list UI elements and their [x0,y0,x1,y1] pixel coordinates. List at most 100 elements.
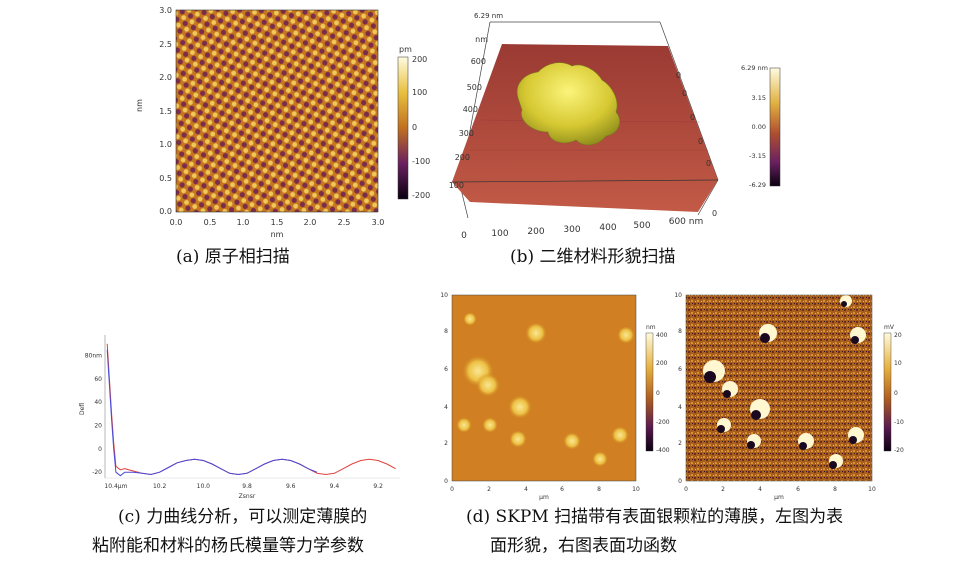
cb-tick: -3.15 [749,152,766,160]
xtick: 8 [833,486,837,493]
x-tick: 400 [599,223,616,233]
y-tick: nm [475,35,488,44]
xtick: 6 [796,486,800,493]
xtick: 0 [684,486,688,493]
xtick: 2 [487,486,491,493]
series-line-retract [106,349,318,477]
cb-tick: 10 [894,360,902,367]
d-right-cb-ticks: 20 10 0 -10 -20 [894,332,904,454]
c-xlabel: Zsnsr [239,493,256,500]
c-ytick: 0 [98,446,102,453]
c-ytick: -20 [92,469,102,476]
panel-b-x-ticks: 0 100 200 300 400 500 600 nm [461,217,703,241]
cb-tick: 0.00 [752,123,766,131]
ytick: 6 [444,366,448,373]
cb-tick: 6.29 nm [741,64,768,72]
cb-tick: -20 [894,447,904,454]
panel-d-left: 10 8 6 4 2 0 0 2 4 6 8 10 µm nm 400 200 … [440,292,670,501]
xtick: 3.0 [372,218,385,227]
d-right-cb-unit: mV [884,324,895,331]
d-left-cb-ticks: 400 200 0 -200 -400 [656,332,670,454]
c-xtick: 9.4 [330,483,340,490]
colorbar [645,332,654,452]
force-curve-chart: 80nm 60 40 20 0 -20 10.4µm 10.2 10.0 9.8 9.6 9.4 9.… [79,335,400,500]
ytick: 2.5 [159,40,172,49]
x-tick: 300 [563,225,580,235]
ytick: 2 [444,440,448,447]
xtick: 10 [868,486,876,493]
x-tick: 100 [491,229,508,239]
caption-a: (a) 原子相扫描 [176,247,290,267]
xtick: 2 [721,486,725,493]
cb-tick: -100 [412,157,430,166]
c-yticks: 80nm 60 40 20 0 -20 [85,353,102,477]
x-tick: 500 [633,221,650,231]
ytick: 4 [678,404,682,411]
right-tick: 0 [698,137,703,146]
xtick: 1.5 [271,218,284,227]
y-tick: 400 [463,105,478,114]
ytick: 0 [678,478,682,485]
ytick: 10 [440,292,448,299]
c-xtick: 9.2 [373,483,383,490]
ytick: 0 [444,478,448,485]
c-ytick: 80nm [85,353,102,360]
c-xtick: 10.2 [153,483,167,490]
panel-a-xticks: 0.0 0.5 1.0 1.5 2.0 2.5 3.0 [170,218,385,227]
cb-tick: 0 [656,390,660,397]
d-right-xlabel: µm [774,494,784,501]
ytick: 3.0 [159,6,172,15]
ytick: 2 [678,440,682,447]
panel-b-y-ticks: 100 200 300 400 500 600 nm [449,35,488,190]
panel-b: 6.29 nm 100 200 300 400 500 600 nm 0 100… [449,12,781,241]
panel-a-ylabel: nm [135,99,144,112]
y-tick: 100 [449,181,464,190]
cb-tick: -400 [656,447,670,454]
ytick: 1.0 [159,140,172,149]
d-left-xticks: 0 2 4 6 8 10 [450,486,640,493]
right-tick: 0 [676,71,681,80]
cb-tick: 0 [412,123,417,132]
cb-tick: -200 [412,191,430,200]
y-tick: 300 [459,129,474,138]
right-tick: 0 [682,89,687,98]
xtick: 0 [450,486,454,493]
work-function-image [686,295,872,481]
cb-tick: 20 [894,332,902,339]
cb-tick: -200 [656,419,670,426]
colorbar-ticks: 6.29 nm 3.15 0.00 -3.15 -6.29 [741,64,768,189]
z-top-label: 6.29 nm [474,12,503,20]
d-left-xlabel: µm [539,494,549,501]
c-ytick: 40 [94,399,102,406]
xtick: 6 [560,486,564,493]
x-tick: 600 nm [669,217,704,227]
xtick: 0.0 [170,218,183,227]
panel-a-xlabel: nm [271,230,284,239]
ytick: 8 [678,328,682,335]
d-left-cb-unit: nm [646,324,656,331]
colorbar-ticks: 200 100 0 -100 -200 [412,55,430,200]
c-xtick: 10.0 [197,483,211,490]
colorbar [397,56,409,200]
xtick: 1.0 [237,218,250,227]
2d-material-flake [516,62,620,146]
colorbar [769,67,781,187]
cb-tick: 0 [894,390,898,397]
d-right-yticks: 10 8 6 4 2 0 [674,292,682,485]
cb-tick: 200 [656,360,668,367]
cb-tick: -10 [894,419,904,426]
panel-b-right-ticks: 0 0 0 0 0 0 [676,71,717,218]
series-line-approach [106,343,396,476]
panel-d-right: 10 8 6 4 2 0 0 2 4 6 8 10 µm mV 20 10 0 … [674,292,904,501]
panel-a-yticks: 3.0 2.5 2.0 1.5 1.0 0.5 0.0 [159,6,172,216]
c-xtick: 9.8 [242,483,252,490]
caption-c-line2: 粘附能和材料的杨氏模量等力学参数 [92,536,364,556]
xtick: 2.0 [304,218,317,227]
d-right-xticks: 0 2 4 6 8 10 [684,486,876,493]
right-tick: 0 [706,159,711,168]
y-tick: 500 [467,83,482,92]
cb-tick: 400 [656,332,668,339]
ytick: 4 [444,404,448,411]
caption-c-line1: (c) 力曲线分析，可以测定薄膜的 [118,507,368,527]
cb-tick: -6.29 [749,181,766,189]
